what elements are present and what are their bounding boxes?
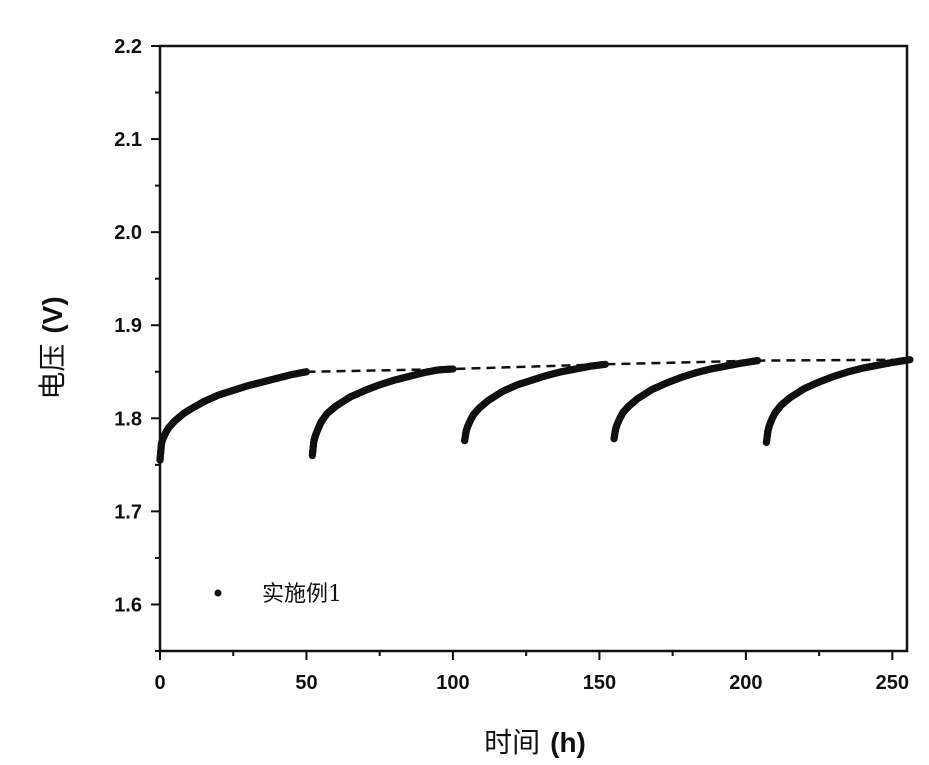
y-axis-label: 电压 [36, 344, 69, 400]
legend-marker [215, 590, 222, 597]
y-tick-label: 1.7 [114, 501, 142, 523]
plot-area [160, 46, 907, 651]
y-tick-label: 2.2 [114, 36, 142, 58]
data-point [449, 365, 456, 372]
y-axis-ticks: 1.6 1.7 1.8 1.9 2.0 2.1 2.2 [114, 36, 160, 651]
x-tick-label: 100 [436, 672, 469, 694]
x-axis-title: 时间 (h) [484, 726, 586, 759]
x-tick-label: 0 [154, 672, 165, 694]
x-axis-ticks: 0 50 100 150 200 250 [154, 651, 909, 694]
x-tick-label: 50 [295, 672, 317, 694]
x-tick-label: 200 [729, 672, 762, 694]
y-tick-label: 2.0 [114, 222, 142, 244]
x-axis-label: 时间 [484, 726, 540, 759]
y-axis-title: 电压 (V) [36, 296, 69, 399]
y-tick-label: 1.6 [114, 594, 142, 616]
y-tick-label: 2.1 [114, 129, 142, 151]
y-tick-label: 1.8 [114, 408, 142, 430]
data-point [602, 361, 609, 368]
x-tick-label: 250 [876, 672, 909, 694]
data-point [303, 368, 310, 375]
x-axis-unit: (h) [550, 727, 586, 758]
y-axis-unit: (V) [37, 296, 68, 333]
legend-label: 实施例1 [262, 582, 342, 607]
data-point [754, 357, 761, 364]
x-tick-label: 150 [583, 672, 616, 694]
y-tick-label: 1.9 [114, 315, 142, 337]
